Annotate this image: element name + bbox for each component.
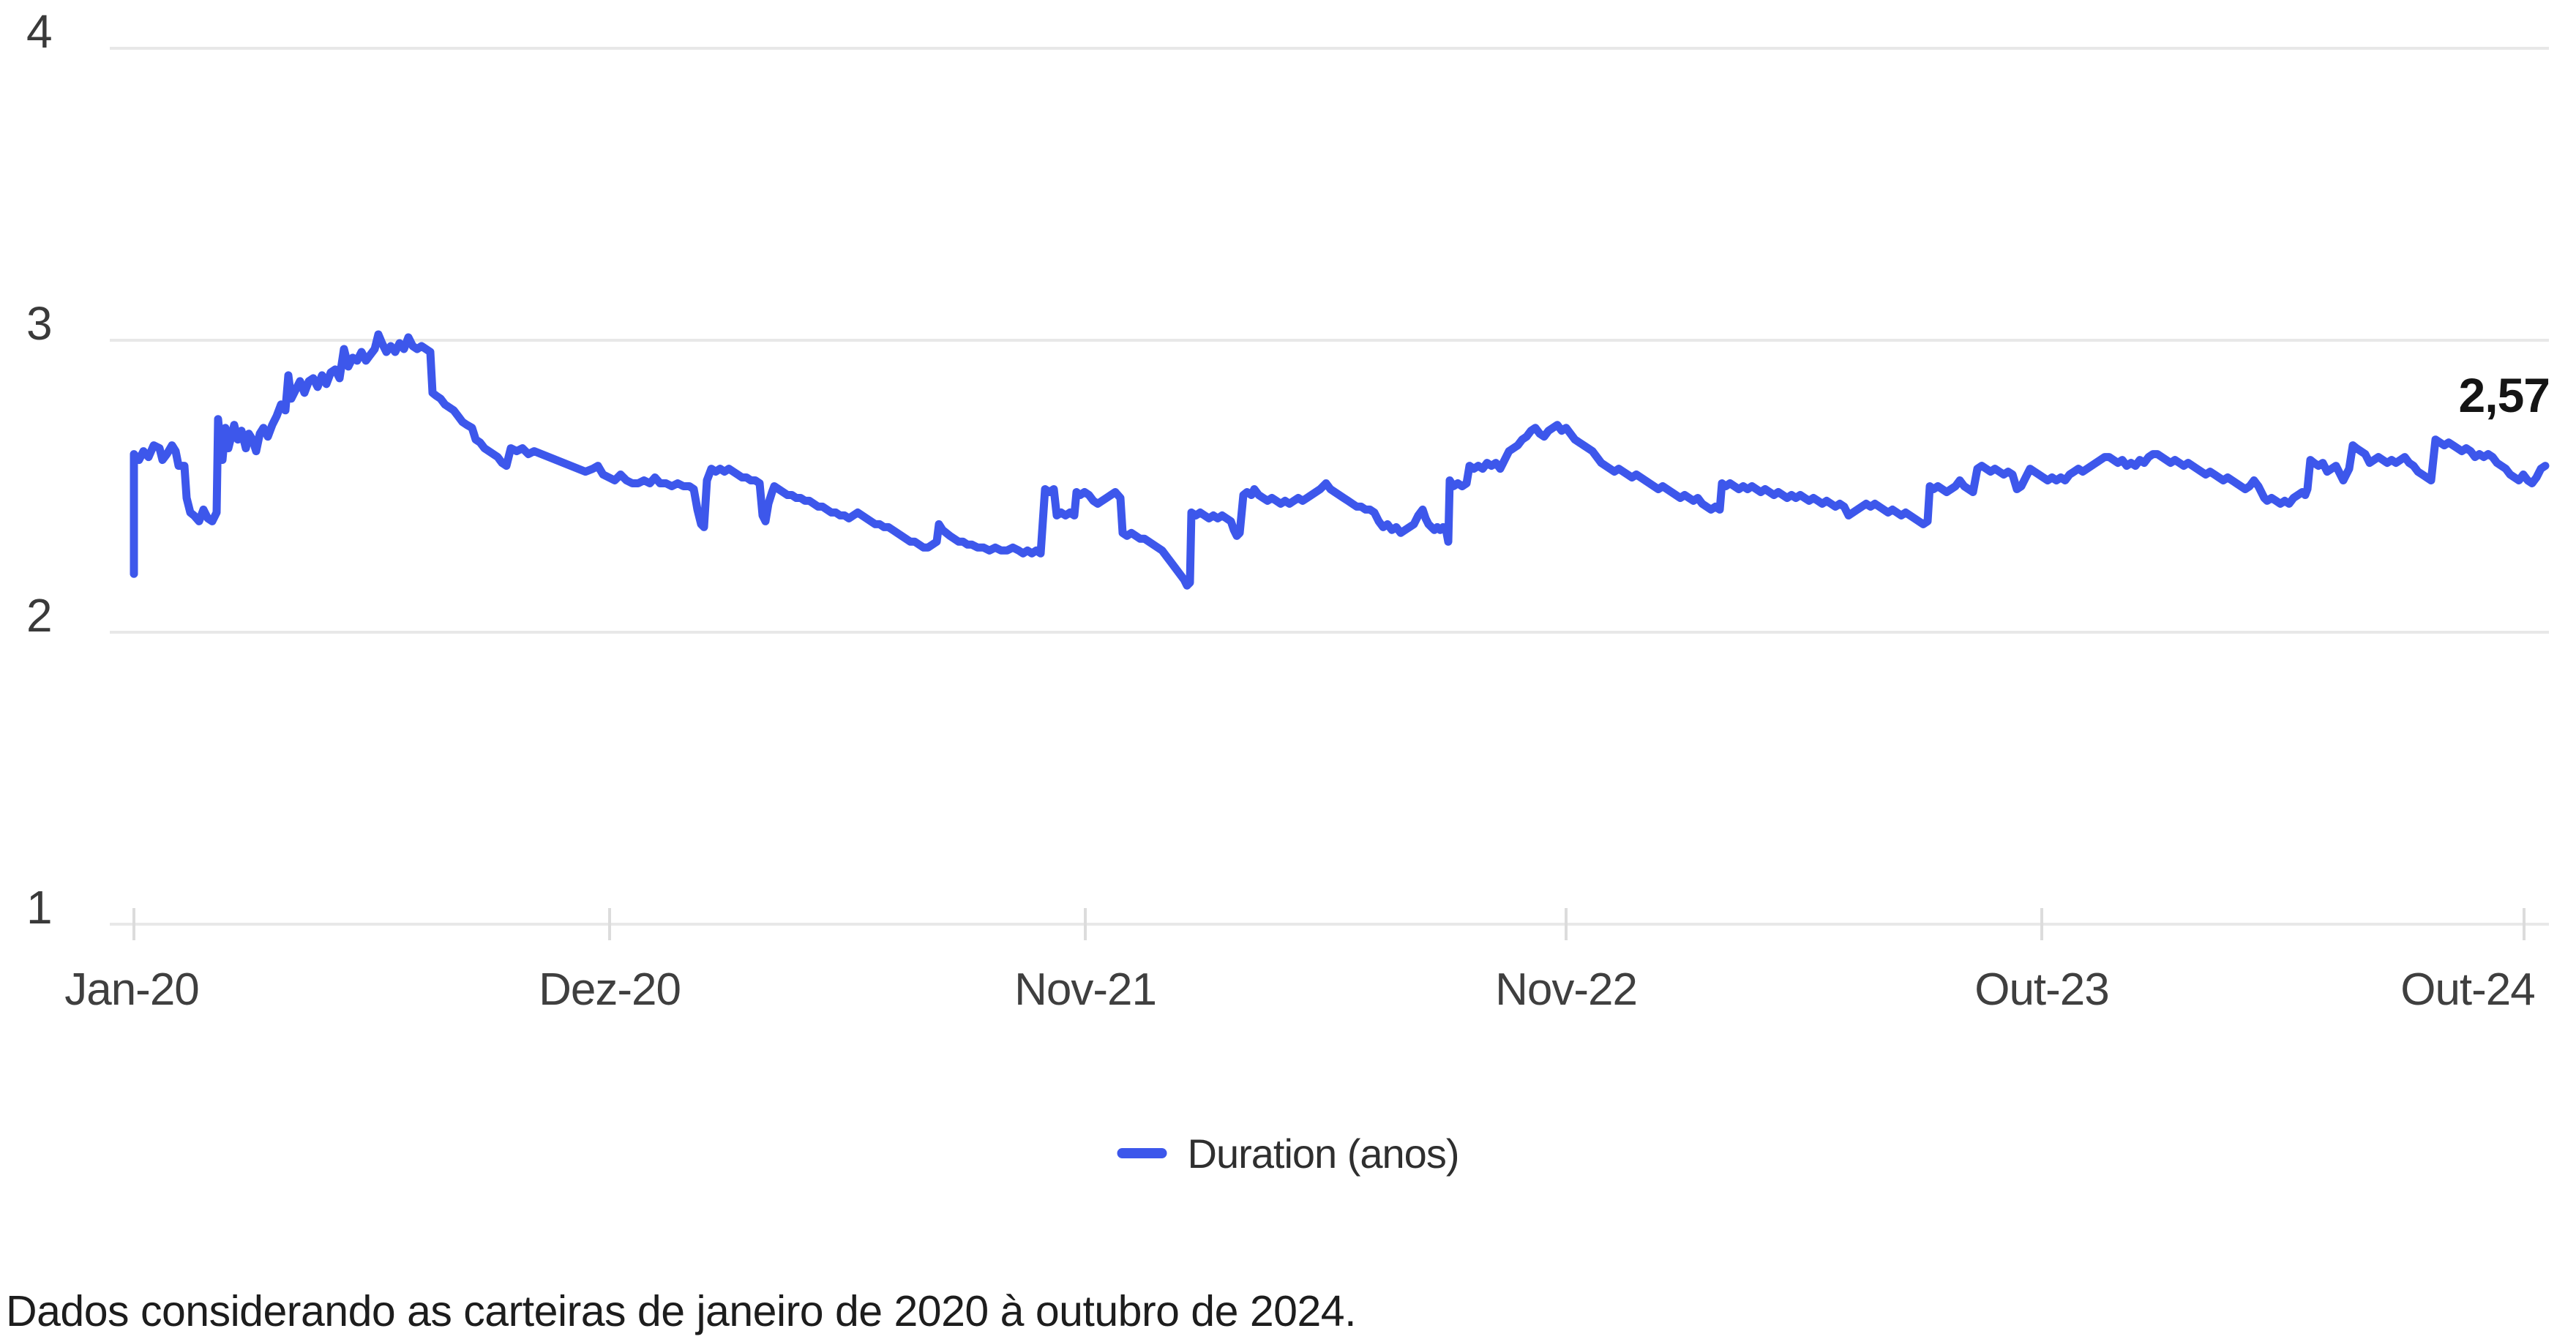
- x-axis-label-Nov-21: Nov-21: [1014, 964, 1157, 1015]
- y-axis-label-1: 1: [26, 881, 53, 934]
- x-axis-label-Jan-20: Jan-20: [64, 964, 200, 1015]
- y-axis-label-2: 2: [26, 589, 53, 642]
- x-axis-label-Out-23: Out-23: [1974, 964, 2110, 1015]
- x-axis-label-Out-24: Out-24: [2400, 964, 2536, 1015]
- legend-line-swatch: [1117, 1148, 1167, 1158]
- y-axis-label-3: 3: [26, 297, 53, 350]
- footnote: Dados considerando as carteiras de janei…: [6, 1287, 1356, 1335]
- x-axis-label-Nov-22: Nov-22: [1495, 964, 1638, 1015]
- legend-label: Duration (anos): [1187, 1130, 1460, 1177]
- y-axis-label-4: 4: [26, 5, 53, 58]
- legend: Duration (anos): [1117, 1130, 1459, 1177]
- x-axis-label-Dez-20: Dez-20: [539, 964, 681, 1015]
- last-value-label: 2,57: [2458, 368, 2550, 422]
- duration-series-line: [130, 330, 2550, 590]
